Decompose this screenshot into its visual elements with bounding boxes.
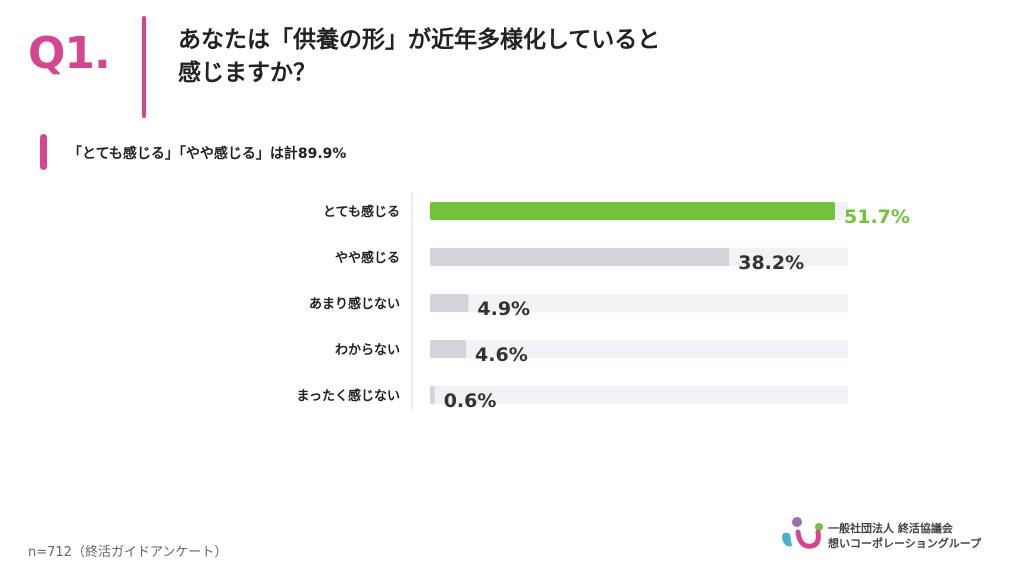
bar-track	[430, 294, 848, 312]
category-label: まったく感じない	[297, 388, 400, 404]
bar-0	[430, 202, 835, 220]
organization-logo-icon	[782, 517, 823, 549]
category-label: あまり感じない	[309, 296, 400, 312]
value-label: 4.9%	[477, 298, 530, 320]
bar-track	[430, 340, 848, 358]
organization-group: 想いコーポレーショングループ	[828, 537, 982, 550]
organization-name: 一般社団法人 終活協議会	[828, 522, 953, 535]
footnote: n=712（終活ガイドアンケート）	[28, 545, 228, 560]
question-divider	[142, 16, 146, 118]
question-number: Q1.	[28, 28, 111, 79]
summary-text: 「とても感じる」「やや感じる」は計89.9%	[68, 146, 347, 162]
bar-track	[430, 386, 848, 404]
bar-3	[430, 340, 467, 358]
summary-marker	[40, 134, 47, 170]
question-title-line2: 感じますか？	[178, 60, 316, 86]
value-label: 38.2%	[738, 252, 804, 274]
value-label: 0.6%	[444, 390, 497, 412]
question-title-line1: あなたは「供養の形」が近年多様化していると	[178, 27, 661, 53]
category-label: わからない	[335, 343, 400, 358]
bar-2	[430, 294, 469, 312]
bar-4	[430, 386, 435, 404]
bar-1	[430, 248, 730, 266]
value-label: 4.6%	[475, 344, 528, 366]
question-title: あなたは「供養の形」が近年多様化していると 感じますか？	[178, 24, 660, 90]
value-label: 51.7%	[844, 206, 910, 228]
category-label: とても感じる	[323, 204, 400, 220]
category-label: やや感じる	[335, 250, 400, 266]
bar-chart: とても感じる 51.7% やや感じる 38.2% あまり感じない 4.9% わからない 4.6…	[297, 192, 910, 412]
